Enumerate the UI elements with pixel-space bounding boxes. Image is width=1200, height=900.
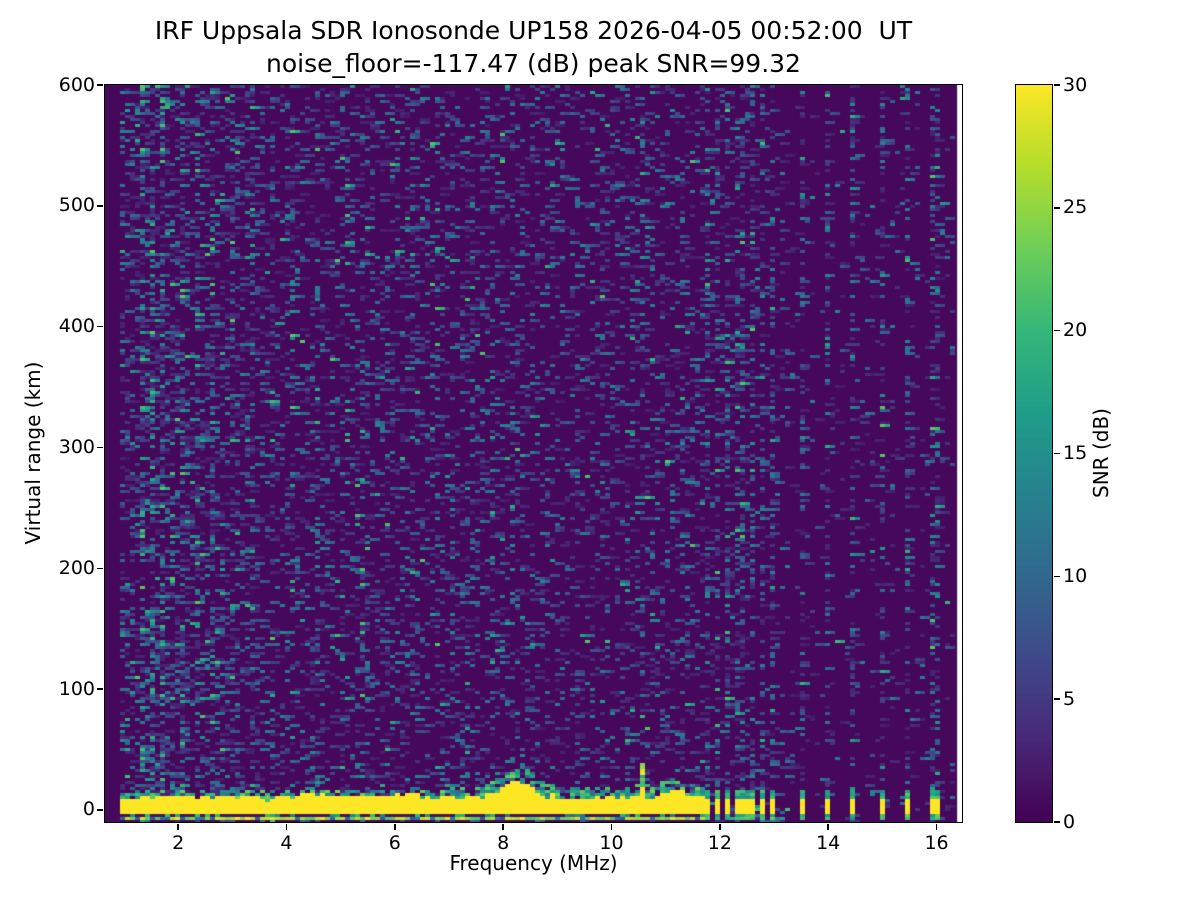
x-tick-mark <box>610 824 613 830</box>
y-tick-label: 200 <box>58 556 95 579</box>
colorbar-tick-label: 10 <box>1063 564 1088 587</box>
y-tick-label: 100 <box>58 677 95 700</box>
colorbar-tick-mark <box>1053 698 1060 700</box>
x-tick-mark <box>719 824 721 830</box>
colorbar-tick-mark <box>1053 84 1060 86</box>
x-tick-label: 16 <box>924 832 949 854</box>
x-tick-mark <box>502 824 504 830</box>
colorbar-tick-label: 15 <box>1063 442 1088 464</box>
y-tick-label: 400 <box>58 315 95 338</box>
y-tick-label: 0 <box>82 798 95 821</box>
colorbar-tick-mark <box>1053 329 1060 332</box>
x-tick-mark <box>935 824 938 830</box>
colorbar-gradient <box>1016 85 1052 822</box>
title-block: IRF Uppsala SDR Ionosonde UP158 2026-04-… <box>105 14 962 80</box>
x-tick-label: 2 <box>172 832 185 854</box>
x-axis-label: Frequency (MHz) <box>449 851 618 875</box>
x-tick-mark <box>177 824 179 830</box>
colorbar-tick-label: 25 <box>1063 196 1088 219</box>
y-tick-label: 300 <box>58 435 95 458</box>
y-tick-mark <box>97 325 103 328</box>
colorbar-tick-label: 30 <box>1063 73 1088 96</box>
plot-subtitle: noise_floor=-117.47 (dB) peak SNR=99.32 <box>266 49 801 78</box>
x-tick-label: 4 <box>280 832 293 854</box>
x-tick-label: 10 <box>599 832 624 854</box>
colorbar-tick-mark <box>1053 452 1060 455</box>
y-tick-label: 500 <box>58 194 95 217</box>
y-tick-mark <box>97 567 103 570</box>
y-tick-label: 600 <box>58 73 95 96</box>
y-tick-mark <box>97 205 103 207</box>
heatmap-canvas <box>105 85 962 822</box>
x-tick-mark <box>394 824 396 830</box>
colorbar-tick-label: 20 <box>1063 319 1088 342</box>
y-tick-mark <box>97 809 103 811</box>
y-tick-mark <box>97 688 103 690</box>
y-tick-mark <box>97 84 103 86</box>
x-tick-label: 6 <box>388 832 401 854</box>
x-tick-mark <box>285 824 288 830</box>
x-tick-label: 12 <box>707 832 732 854</box>
colorbar-tick-label: 0 <box>1063 810 1076 833</box>
x-tick-label: 8 <box>497 832 510 854</box>
colorbar-tick-mark <box>1053 207 1060 209</box>
colorbar-tick-mark <box>1053 821 1060 823</box>
colorbar-tick-mark <box>1053 575 1060 578</box>
x-tick-label: 14 <box>816 832 841 854</box>
colorbar-tick-label: 5 <box>1063 687 1076 710</box>
colorbar-label: SNR (dB) <box>1089 408 1113 498</box>
x-tick-mark <box>827 824 829 830</box>
y-tick-mark <box>97 446 103 449</box>
plot-title: IRF Uppsala SDR Ionosonde UP158 2026-04-… <box>154 16 913 45</box>
